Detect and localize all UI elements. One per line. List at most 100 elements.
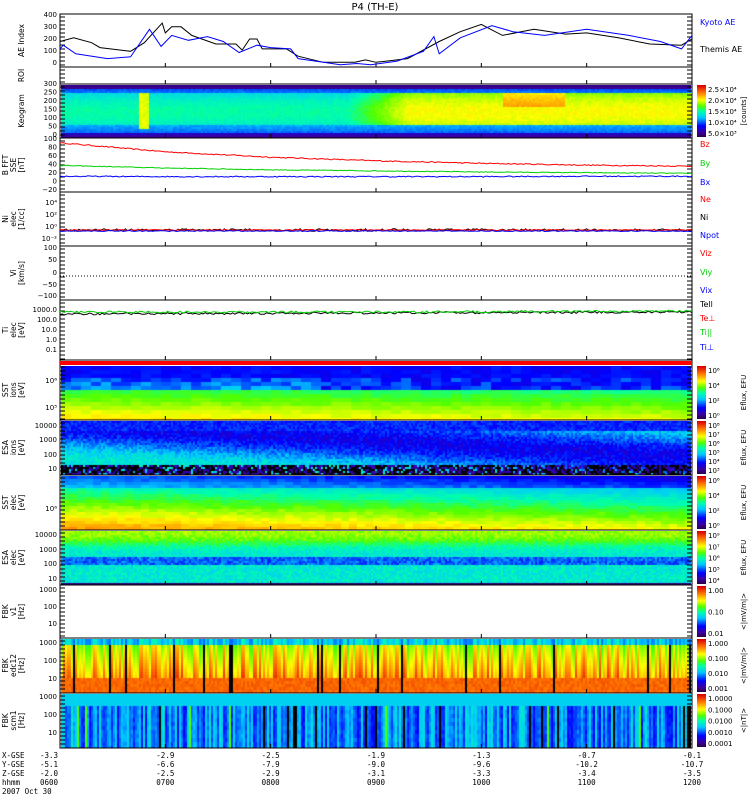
axis-title-fbk_scm-unit: [Hz] [17, 713, 26, 729]
y-tick-label-sst_i: 10⁶ [45, 377, 57, 385]
colorbar-label-keogram: 5.0×10³ [708, 130, 737, 138]
colorbar-label-esa_e: 10⁵ [708, 566, 720, 574]
y-tick-label-esa_i: 1000 [39, 436, 57, 444]
axis-title-esa_i-unit: [eV] [17, 440, 26, 456]
esa-electron-colorbar [697, 531, 706, 584]
axis-title-ti-unit: [eV] [17, 322, 26, 338]
colorbar-label-sst_i: 10² [708, 397, 720, 405]
footer-row-label: Y-GSE [2, 760, 25, 769]
fbk-scm1-colorbar [697, 694, 706, 747]
axis-title-vi-unit: [km/s] [17, 261, 26, 285]
colorbar-label-esa_i: 10⁷ [708, 431, 720, 439]
footer-y-gse-value: -9.0 [367, 760, 386, 769]
y-tick-label-ae: 200 [44, 35, 57, 43]
colorbar-unit-keogram: [counts] [740, 96, 748, 125]
colorbar-unit-esa_i: Eflux, EFU [740, 430, 748, 465]
colorbar-label-esa_e: 10⁷ [708, 543, 720, 551]
axis-title-bfft-sub: SSE [9, 158, 18, 173]
y-tick-label-keogram: 50 [48, 123, 57, 131]
panel-frame-fbk_v1 [59, 584, 693, 639]
panel-frame-keogram [59, 83, 693, 139]
axis-title-ni-sub: elec [9, 211, 18, 226]
sst-ion-colorbar [697, 366, 706, 419]
legend-ti-1: Te⊥ [699, 314, 715, 323]
keogram-spectrogram [61, 85, 691, 138]
y-tick-label-sst_i: 10⁵ [45, 404, 57, 412]
panel-frame-ti [59, 299, 693, 361]
footer-z-gse-value: -3.4 [578, 769, 597, 778]
y-tick-label-sst_e: 10⁶ [45, 505, 57, 513]
esa-electron-spectrogram [61, 531, 691, 585]
sst-electron-spectrogram [61, 476, 691, 530]
fbk-edc12-colorbar [697, 639, 706, 692]
kyoto-ae-line [59, 25, 693, 66]
axis-title-esa_i-label: ESA [1, 439, 10, 455]
colorbar-label-esa_e: 10⁶ [708, 555, 720, 563]
y-tick-label-fbk_scm: 1000 [39, 693, 57, 701]
colorbar-label-fbk_scm: 0.0100 [708, 718, 733, 726]
legend-vi-0: Viz [700, 249, 712, 258]
y-tick-label-bfft: 20 [48, 169, 57, 177]
legend-vi-2: Vix [700, 286, 713, 295]
themis-ae-line [59, 22, 693, 63]
axis-title-fbk_scm-label: FBK [1, 712, 10, 727]
footer-date: 2007 Oct 30 [2, 787, 52, 796]
y-tick-label-bfft: 100 [44, 135, 57, 143]
axis-title-ti-label: Ti [1, 327, 10, 334]
footer-y-gse-value: -5.1 [40, 760, 58, 769]
colorbar-label-fbk_edc: 0.001 [708, 685, 728, 693]
axis-title-fbk_scm-sub: scm1 [9, 710, 18, 730]
y-tick-label-ti: 100.0 [37, 316, 57, 324]
y-tick-label-ni: 10⁻² [42, 235, 58, 243]
colorbar-unit-esa_e: Eflux, EFU [740, 540, 748, 575]
footer-z-gse-value: -3.5 [683, 769, 701, 778]
colorbar-label-sst_e: 10² [708, 507, 720, 515]
bx-line [59, 175, 693, 178]
y-tick-label-keogram: 0 [53, 131, 57, 139]
legend-vi-1: Viy [700, 268, 713, 277]
footer-z-gse-value: -3.3 [472, 769, 490, 778]
axis-title-ni-unit: [1/cc] [17, 208, 26, 229]
colorbar-label-sst_i: 10⁶ [708, 367, 720, 375]
y-tick-label-fbk_scm: 100 [44, 711, 57, 719]
bz-line [59, 142, 693, 168]
by-line [59, 164, 693, 175]
axis-title-esa_i-sub: ions [9, 440, 18, 455]
colorbar-unit-fbk_scm: <|nT|> [740, 708, 748, 733]
y-tick-label-vi: −100 [38, 292, 57, 300]
colorbar-label-fbk_edc: 0.010 [708, 670, 728, 678]
axis-title-fbk_v1-label: FBK [1, 603, 10, 618]
footer-z-gse-value: -2.5 [156, 769, 174, 778]
axis-title-sst_i-unit: [eV] [17, 382, 26, 398]
colorbar-unit-fbk_v1: <|mV/m|> [740, 593, 748, 630]
y-tick-label-ni: 10⁴ [45, 199, 57, 207]
colorbar-label-esa_i: 10⁶ [708, 440, 720, 448]
panel-frame-vi [59, 245, 693, 301]
esa-ion-spectrogram [61, 421, 691, 475]
axis-title-vi-label: Vi [9, 269, 18, 276]
colorbar-label-keogram: 1.5×10⁴ [708, 108, 737, 116]
panel-frame-sst_e [59, 474, 693, 531]
y-tick-label-vi: 0 [53, 269, 57, 277]
colorbar-label-keogram: 2.0×10⁴ [708, 97, 737, 105]
footer-hhmm-value: 0600 [40, 778, 59, 787]
fbk-scm1-spectrogram [61, 694, 691, 748]
y-tick-label-esa_e: 1000 [39, 546, 57, 554]
footer-z-gse-value: -2.0 [40, 769, 59, 778]
footer-y-gse-value: -6.6 [156, 760, 175, 769]
colorbar-label-esa_e: 10⁴ [708, 577, 720, 585]
legend-ae-1: Themis AE [699, 45, 742, 54]
footer-y-gse-value: -7.9 [262, 760, 280, 769]
y-tick-label-fbk_v1: 10 [48, 620, 57, 628]
tell-line [59, 310, 693, 316]
axis-title-roi-label: ROI [17, 69, 26, 82]
y-tick-label-bfft: 60 [48, 152, 57, 160]
y-tick-label-esa_e: 10 [48, 575, 57, 583]
y-tick-label-ae: 400 [44, 11, 57, 19]
footer-hhmm-value: 1000 [472, 778, 491, 787]
axis-title-esa_e-label: ESA [1, 549, 10, 565]
colorbar-label-esa_i: 10³ [708, 467, 720, 475]
